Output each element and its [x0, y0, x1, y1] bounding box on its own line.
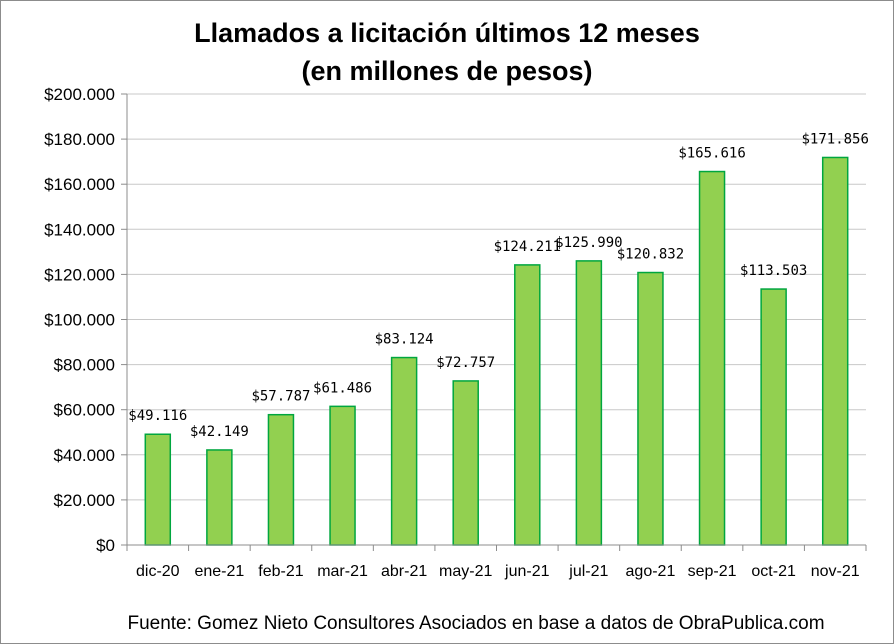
- data-labels: $49.116$42.149 $57.787$61.486 $83.124$72.7…: [128, 131, 869, 439]
- data-label: $165.616: [678, 146, 745, 162]
- x-category-label: abr-21: [381, 563, 427, 580]
- x-category-label: sep-21: [688, 563, 737, 580]
- bar: [206, 449, 233, 546]
- chart-title: Llamados a licitación últimos 12 meses: [194, 18, 700, 48]
- y-tick-label: $100.000: [44, 311, 115, 330]
- data-label: $124.211: [494, 239, 561, 255]
- bar: [329, 405, 356, 546]
- bar: [698, 170, 726, 546]
- y-tick-label: $160.000: [44, 175, 115, 194]
- y-tick-label: $40.000: [54, 446, 115, 465]
- bar: [821, 156, 849, 546]
- data-label: $171.856: [801, 131, 868, 147]
- bar: [760, 288, 787, 546]
- bar: [144, 433, 172, 546]
- bar: [575, 260, 603, 546]
- x-axis-categories: dic-20 ene-21 feb-21 mar-21 abr-21 may-21 jun-…: [126, 545, 867, 580]
- data-label: $113.503: [740, 263, 807, 279]
- chart-subtitle: (en millones de pesos): [301, 56, 592, 86]
- x-category-label: may-21: [439, 563, 492, 580]
- y-tick-label: $0: [96, 536, 115, 555]
- bar: [452, 380, 479, 546]
- gridlines: [127, 93, 866, 501]
- source-note: Fuente: Gomez Nieto Consultores Asociado…: [127, 613, 824, 634]
- y-tick-label: $200.000: [44, 85, 115, 104]
- x-category-label: mar-21: [317, 563, 368, 580]
- bar: [390, 356, 418, 546]
- x-category-label: ene-21: [194, 563, 244, 580]
- y-tick-label: $140.000: [44, 220, 115, 239]
- data-label: $61.486: [313, 380, 372, 396]
- y-axis-ticks: $0 $20.000 $40.000 $60.000 $80.000 $100.000 $1…: [44, 85, 127, 555]
- data-label: $57.787: [251, 389, 310, 405]
- bar: [637, 271, 664, 546]
- x-category-label: nov-21: [811, 563, 860, 580]
- bars: [144, 156, 849, 546]
- y-tick-label: $60.000: [54, 401, 115, 420]
- x-category-label: oct-21: [751, 563, 796, 580]
- y-tick-label: $180.000: [44, 130, 115, 149]
- data-label: $42.149: [190, 424, 249, 440]
- data-label: $72.757: [436, 355, 495, 371]
- bar: [267, 413, 295, 546]
- y-tick-label: $20.000: [54, 491, 115, 510]
- x-category-label: feb-21: [258, 563, 303, 580]
- y-tick-label: $120.000: [44, 265, 115, 284]
- x-category-label: jul-21: [568, 563, 608, 580]
- x-category-label: jun-21: [504, 563, 550, 580]
- data-label: $120.832: [617, 247, 684, 263]
- x-category-label: dic-20: [136, 563, 180, 580]
- bar: [514, 264, 541, 546]
- data-label: $83.124: [375, 332, 434, 348]
- y-tick-label: $80.000: [54, 356, 115, 375]
- data-label: $49.116: [128, 408, 187, 424]
- x-category-label: ago-21: [626, 563, 676, 580]
- data-label: $125.990: [555, 235, 622, 251]
